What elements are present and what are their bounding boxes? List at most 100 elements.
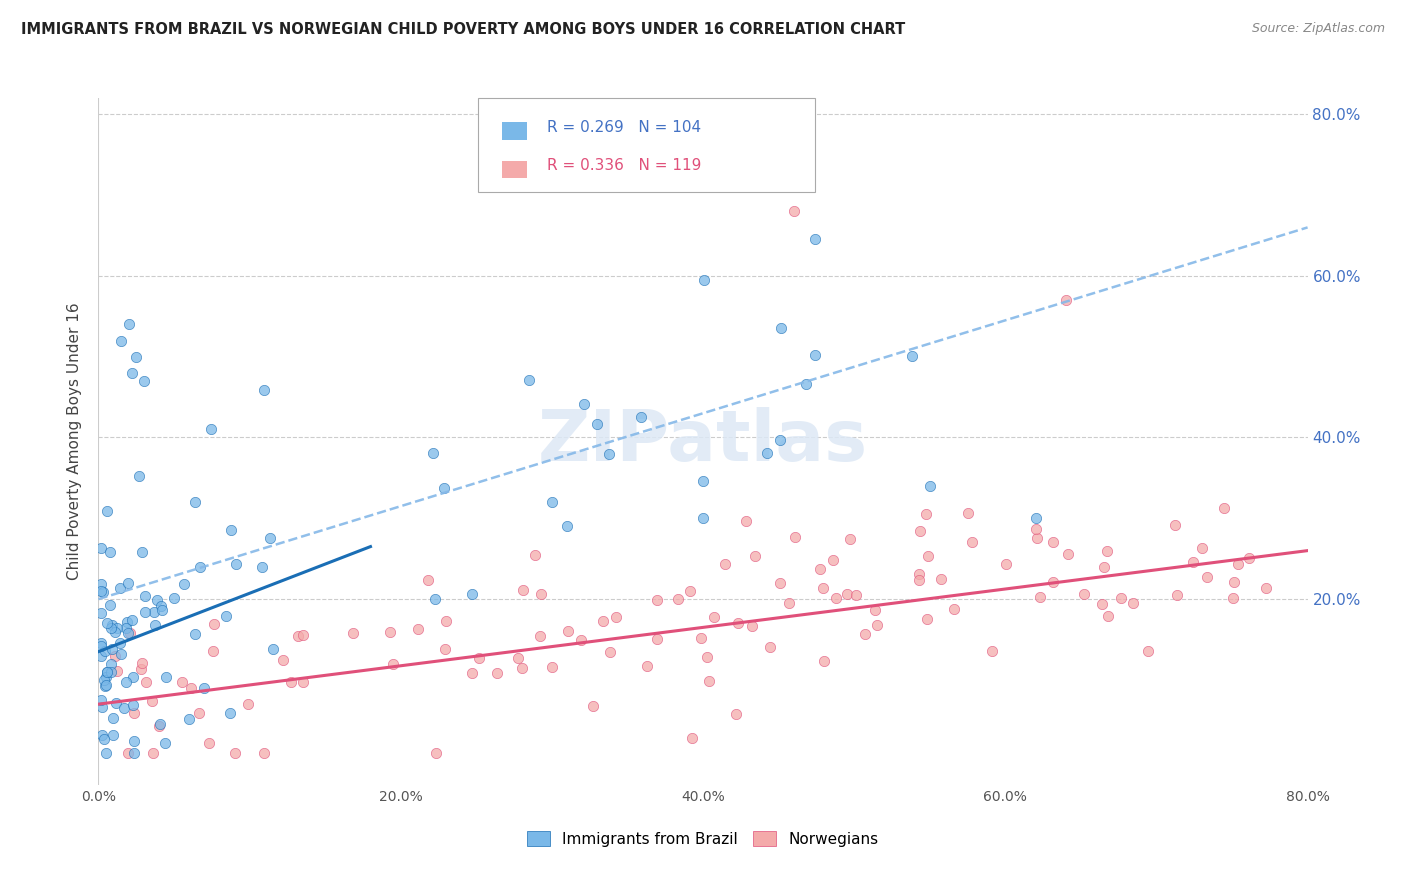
Point	[769, 434, 792, 448]
Point	[1109, 591, 1132, 605]
Text: R = 0.336   N = 119: R = 0.336 N = 119	[547, 159, 702, 173]
Point	[110, 582, 132, 596]
Point	[461, 587, 484, 601]
Point	[262, 641, 284, 656]
Point	[150, 603, 173, 617]
Point	[918, 479, 941, 493]
Point	[1122, 596, 1144, 610]
Point	[225, 558, 247, 572]
Point	[755, 446, 778, 460]
Point	[900, 349, 922, 363]
Point	[271, 653, 294, 667]
Point	[529, 629, 551, 643]
Point	[1091, 598, 1114, 612]
Point	[110, 648, 132, 662]
Point	[1136, 643, 1159, 657]
Y-axis label: Child Poverty Among Boys Under 16: Child Poverty Among Boys Under 16	[67, 302, 83, 581]
Point	[804, 348, 827, 362]
Point	[690, 632, 713, 646]
Point	[908, 567, 931, 582]
Point	[96, 504, 118, 518]
Point	[1097, 609, 1119, 624]
Point	[1222, 591, 1244, 605]
Point	[1057, 547, 1080, 561]
Point	[100, 665, 122, 679]
Point	[741, 619, 763, 633]
Point	[100, 621, 122, 635]
Point	[94, 746, 117, 760]
Point	[512, 582, 534, 597]
Point	[915, 507, 938, 521]
Point	[555, 518, 578, 533]
Point	[510, 661, 533, 675]
Point	[104, 649, 127, 664]
Point	[94, 679, 117, 693]
Point	[769, 321, 792, 335]
Point	[101, 617, 124, 632]
Point	[727, 616, 749, 631]
Point	[1254, 581, 1277, 595]
Point	[1028, 590, 1050, 604]
Point	[569, 632, 592, 647]
Point	[117, 746, 139, 760]
Point	[1025, 531, 1047, 545]
Point	[1073, 587, 1095, 601]
Point	[287, 630, 309, 644]
Point	[574, 397, 596, 411]
Point	[425, 592, 447, 607]
Point	[666, 592, 689, 607]
Point	[813, 581, 835, 595]
Point	[1025, 522, 1047, 536]
Point	[1166, 588, 1188, 602]
Point	[468, 651, 491, 665]
Point	[291, 674, 314, 689]
Text: Source: ZipAtlas.com: Source: ZipAtlas.com	[1251, 22, 1385, 36]
Point	[143, 605, 166, 619]
Point	[1054, 293, 1077, 307]
Point	[1191, 541, 1213, 555]
Point	[866, 617, 889, 632]
Point	[250, 559, 273, 574]
Point	[202, 616, 225, 631]
Point	[485, 666, 508, 681]
Point	[585, 417, 607, 431]
Point	[105, 665, 128, 679]
Point	[94, 678, 117, 692]
Point	[184, 494, 207, 508]
Point	[149, 599, 172, 613]
Point	[134, 606, 156, 620]
Point	[943, 602, 966, 616]
Point	[180, 681, 202, 696]
Point	[724, 706, 747, 721]
Point	[101, 711, 124, 725]
Point	[115, 675, 138, 690]
Point	[915, 611, 938, 625]
Point	[598, 447, 620, 461]
Point	[122, 746, 145, 760]
Point	[422, 445, 444, 459]
Point	[200, 422, 222, 436]
Point	[121, 613, 143, 627]
Point	[90, 693, 112, 707]
Point	[960, 534, 983, 549]
Point	[94, 644, 117, 658]
Point	[253, 383, 276, 397]
Point	[778, 596, 800, 610]
Point	[853, 627, 876, 641]
Point	[783, 530, 806, 544]
Point	[90, 700, 112, 714]
Point	[540, 495, 562, 509]
Point	[224, 746, 246, 760]
Point	[744, 549, 766, 564]
Point	[124, 706, 146, 721]
Point	[506, 651, 529, 665]
Text: R = 0.269   N = 104: R = 0.269 N = 104	[547, 120, 702, 135]
Point	[118, 625, 141, 640]
Point	[104, 696, 127, 710]
Point	[461, 665, 484, 680]
Point	[155, 670, 177, 684]
Point	[90, 648, 112, 663]
Point	[219, 706, 242, 721]
Point	[1164, 518, 1187, 533]
Point	[103, 728, 125, 742]
